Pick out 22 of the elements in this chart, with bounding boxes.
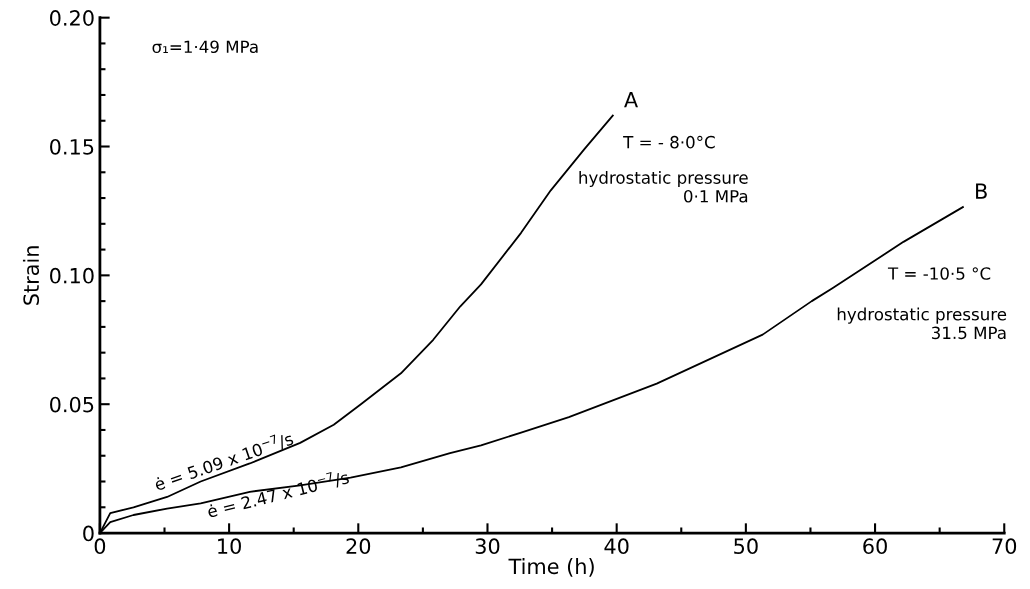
x-tick-label: 10 <box>218 538 241 555</box>
x-tick-label: 60 <box>863 538 887 555</box>
x-tick-label: 70 <box>992 538 1017 555</box>
annotation: hydrostatic pressure 0·1 MPa <box>579 170 748 203</box>
x-axis-title: Time (h) <box>508 558 594 577</box>
y-tick-label: 0.05 <box>50 396 94 413</box>
y-axis-title: Strain <box>22 246 40 305</box>
x-tick-label: 30 <box>475 538 500 555</box>
y-tick-label: 0.20 <box>50 10 94 26</box>
x-tick-label: 20 <box>346 538 371 555</box>
y-tick-label: 0 <box>83 525 94 542</box>
x-tick-label: 40 <box>604 538 629 555</box>
annotation: T = -10·5 °C <box>887 267 991 280</box>
annotation: T = - 8·0°C <box>623 135 715 149</box>
y-tick-label: 0.15 <box>50 138 94 155</box>
annotation: A <box>624 92 638 108</box>
x-tick-label: 0 <box>94 538 106 555</box>
annotation: B <box>976 183 987 199</box>
annotation: σ₁=1·49 MPa <box>152 40 258 54</box>
x-tick-label: 50 <box>734 538 758 555</box>
annotation: hydrostatic pressure 31.5 MPa <box>837 307 1007 340</box>
y-tick-label: 0.10 <box>50 267 94 284</box>
